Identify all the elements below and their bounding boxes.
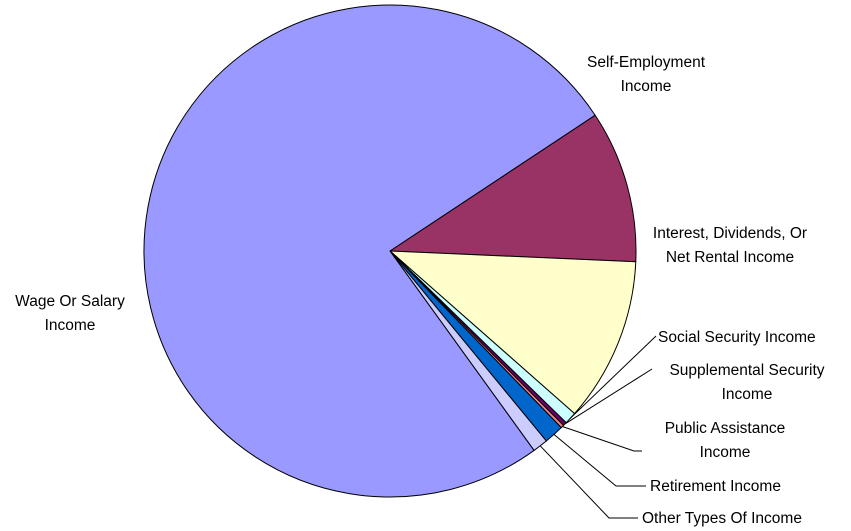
leader-line-5 [553,434,646,487]
pie-slice-0 [388,114,637,263]
label-other: Other Types Of Income [642,510,802,527]
leader-line-4 [562,426,642,452]
label-self-employment: Self-Employment Income [587,54,706,95]
label-social-security: Social Security Income [658,329,816,346]
pie-slice-1 [388,250,637,415]
slice-labels: Self-Employment Income Interest, Dividend… [15,54,825,527]
label-supplemental: Supplemental Security Income [669,362,824,403]
leader-line-6 [539,445,638,519]
label-wage: Wage Or Salary Income [15,293,125,334]
pie-slices [143,4,637,498]
leader-line-3 [564,368,653,425]
label-public-assistance: Public Assistance Income [665,420,786,461]
leader-lines [539,335,657,519]
pie-slice-7 [143,4,596,498]
label-interest: Interest, Dividends, Or Net Rental Income [653,225,807,266]
leader-line-2 [570,335,657,419]
label-retirement: Retirement Income [650,478,781,495]
